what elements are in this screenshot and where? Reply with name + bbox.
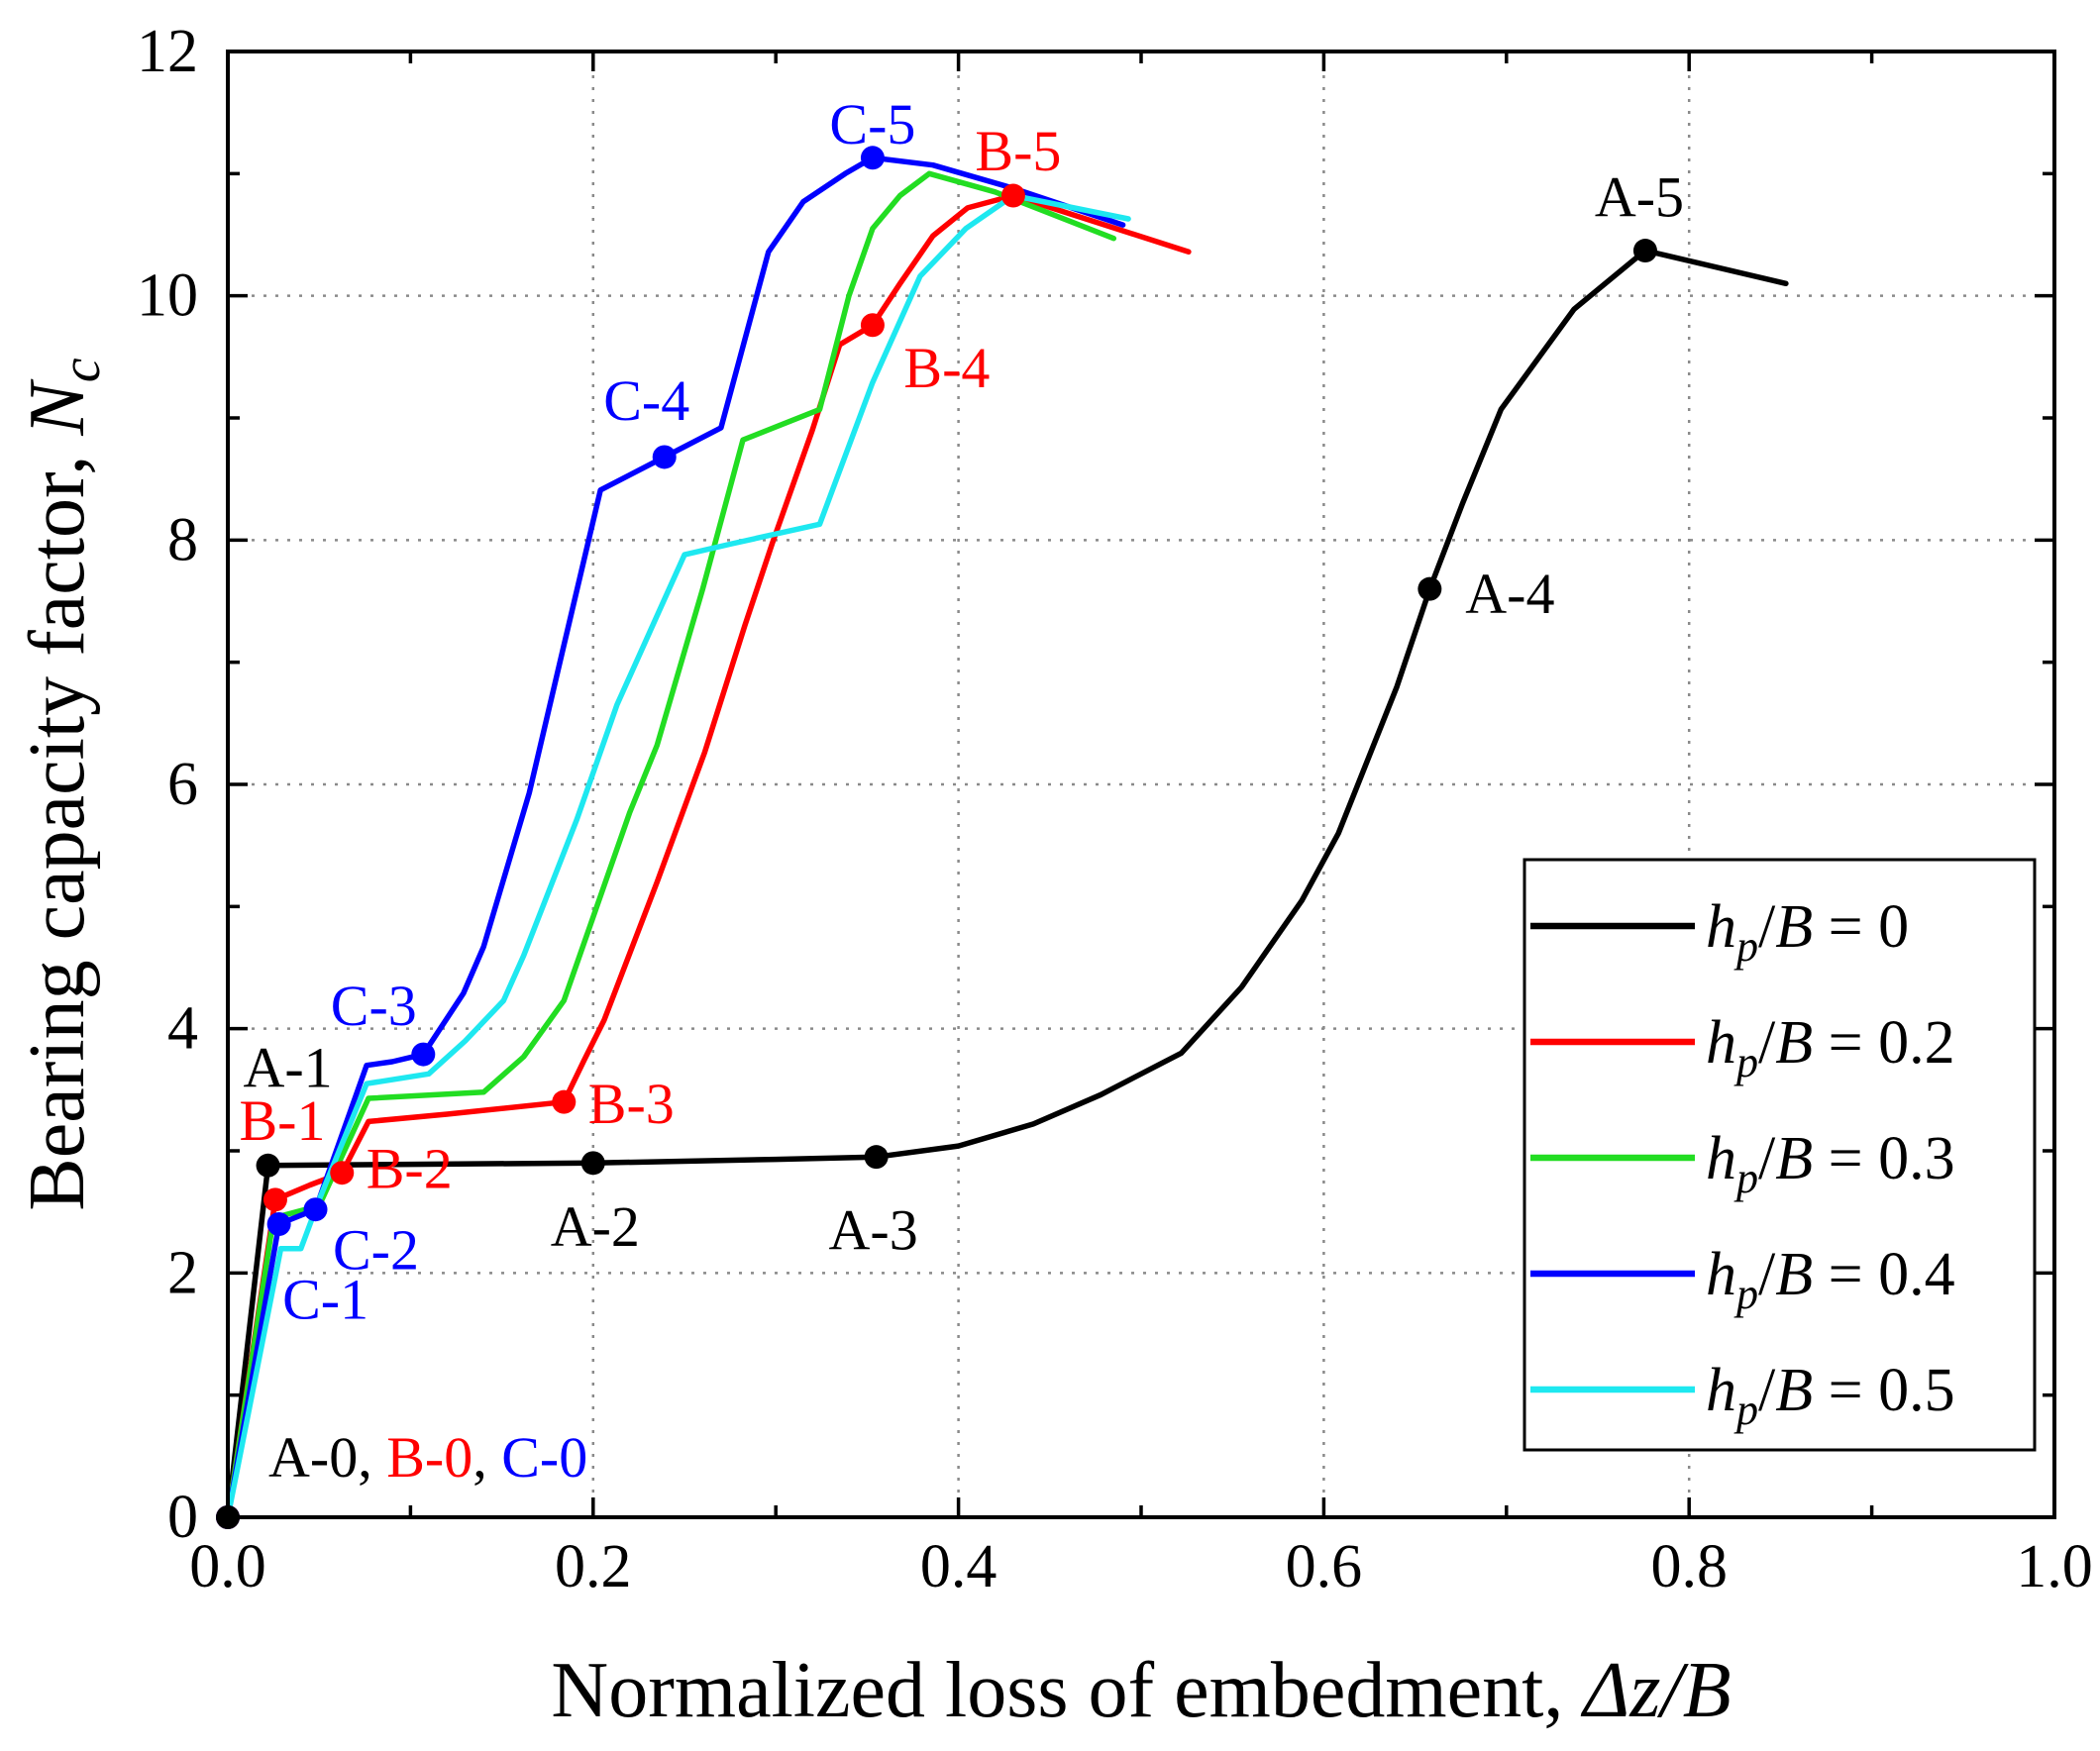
data-point-markers	[216, 146, 1657, 1529]
series-line-2	[225, 170, 1117, 1520]
y-tick-label: 6	[167, 751, 198, 818]
y-tick-label: 2	[167, 1239, 198, 1306]
data-point-marker	[256, 1153, 280, 1178]
point-label: B-2	[367, 1137, 453, 1201]
point-label: C-1	[282, 1268, 368, 1332]
point-label: C-2	[333, 1218, 419, 1283]
x-tick-label: 0.0	[189, 1533, 266, 1600]
legend-label: hp/B = 0.2	[1706, 1009, 1955, 1086]
data-point-marker	[1632, 239, 1657, 263]
data-point-marker	[330, 1161, 355, 1185]
series-line-1	[225, 192, 1192, 1520]
data-point-marker	[266, 1212, 291, 1236]
point-label: A-1	[243, 1035, 332, 1099]
x-tick-label: 0.4	[920, 1533, 998, 1600]
point-label: B-5	[975, 119, 1061, 183]
data-point-marker	[860, 146, 885, 170]
data-point-marker	[652, 445, 677, 469]
plot-frame	[226, 50, 2056, 1519]
point-annotations: A-1 A-2 A-3 A-4 A-5 B-1 B-2 B-3 B-4 B-5 C-1C-2 C-3 C…	[239, 92, 1684, 1490]
origin-point-label-part: A-0	[268, 1425, 358, 1490]
legend-label: hp/B = 0	[1706, 893, 1909, 971]
data-point-marker	[860, 313, 885, 338]
y-tick-label: 12	[137, 18, 198, 85]
legend-label: hp/B = 0.3	[1706, 1125, 1955, 1202]
data-point-marker	[262, 1187, 287, 1212]
origin-point-label-part: C-0	[501, 1425, 587, 1490]
legend-label: hp/B = 0.4	[1706, 1241, 1955, 1318]
point-label: A-3	[829, 1198, 918, 1263]
x-axis-title: Normalized loss of embedment, Δz/B	[551, 1647, 1731, 1734]
x-tick-label: 0.6	[1286, 1533, 1363, 1600]
x-tick-label: 1.0	[2016, 1533, 2093, 1600]
legend-label: hp/B = 0.5	[1706, 1357, 1955, 1434]
series-line-0	[225, 248, 1789, 1520]
data-point-marker	[303, 1197, 328, 1222]
point-label: C-4	[603, 368, 689, 433]
origin-label-separator: ,	[472, 1425, 501, 1490]
y-tick-label: 10	[137, 262, 198, 330]
origin-point-label-part: B-0	[386, 1425, 472, 1490]
point-label: A-4	[1465, 562, 1554, 626]
y-axis-title: Bearing capacity factor, Nc	[14, 358, 112, 1210]
origin-label-separator: ,	[358, 1425, 386, 1490]
data-point-marker	[1418, 576, 1442, 601]
axes: 0.0 0.2 0.4 0.6 0.8 1.0 0 2 4 6 8 10 12 Normalized lo…	[14, 18, 2093, 1734]
point-label: A-2	[551, 1194, 640, 1259]
data-point-marker	[864, 1145, 889, 1170]
y-tick-label: 4	[167, 995, 198, 1063]
point-label: B-4	[903, 336, 990, 400]
point-label: C-3	[331, 974, 417, 1038]
data-point-marker	[411, 1042, 436, 1067]
x-tick-label: 0.2	[555, 1533, 632, 1600]
origin-point-label: A-0, B-0, C-0	[268, 1425, 587, 1490]
legend: hp/B = 0 hp/B = 0.2 hp/B = 0.3 hp/B = 0.4 hp…	[1522, 858, 2037, 1452]
data-point-marker	[552, 1089, 577, 1114]
data-point-marker	[580, 1151, 605, 1176]
point-label: B-1	[239, 1088, 325, 1153]
x-tick-label: 0.8	[1650, 1533, 1728, 1600]
point-label: C-5	[829, 92, 915, 156]
data-point-marker	[1000, 183, 1025, 208]
y-tick-label: 0	[167, 1484, 198, 1551]
point-label: B-3	[588, 1072, 675, 1136]
y-tick-label: 8	[167, 506, 198, 573]
point-label: A-5	[1595, 165, 1684, 230]
